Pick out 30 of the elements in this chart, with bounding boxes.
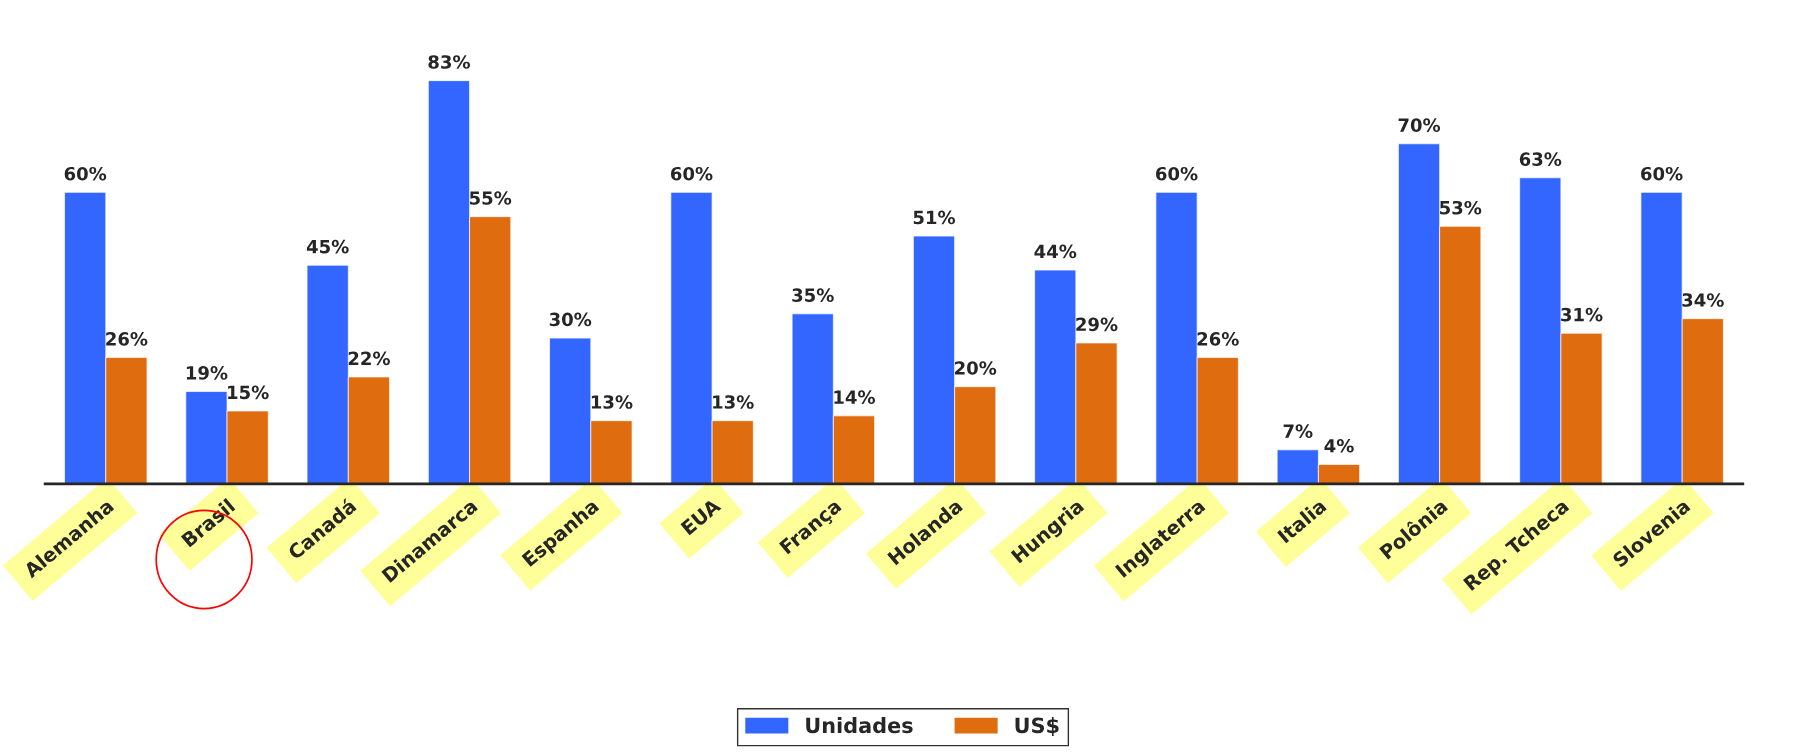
- data-label: 44%: [1034, 244, 1077, 259]
- data-label: 60%: [1641, 166, 1683, 181]
- data-label: 13%: [591, 395, 633, 409]
- data-label: 70%: [1398, 118, 1441, 132]
- data-label: 14%: [834, 390, 875, 404]
- data-label: 15%: [228, 385, 269, 400]
- data-label: 29%: [1076, 317, 1118, 332]
- data-label: 26%: [1197, 332, 1239, 346]
- data-label: 51%: [913, 210, 956, 225]
- data-label: 35%: [792, 288, 834, 302]
- data-label: 30%: [549, 312, 592, 327]
- data-label: 31%: [1561, 307, 1603, 322]
- legend-label: Unidades: [806, 717, 913, 734]
- data-label: 60%: [670, 166, 713, 181]
- data-label: 20%: [955, 361, 997, 375]
- data-label: 63%: [1519, 152, 1562, 166]
- data-label: 4%: [1324, 438, 1354, 453]
- data-label: 22%: [348, 351, 390, 366]
- data-label: 26%: [106, 332, 148, 346]
- data-label: 55%: [469, 191, 512, 205]
- data-label: 60%: [1156, 166, 1198, 181]
- data-label: 13%: [713, 395, 754, 409]
- data-label: 34%: [1682, 293, 1724, 307]
- data-label: 19%: [186, 366, 228, 380]
- data-label: 83%: [428, 55, 470, 69]
- data-label: 53%: [1440, 200, 1482, 215]
- data-label: 7%: [1283, 424, 1313, 438]
- legend-label: US$: [1015, 717, 1059, 736]
- data-label: 45%: [306, 239, 349, 254]
- data-label: 60%: [64, 166, 107, 181]
